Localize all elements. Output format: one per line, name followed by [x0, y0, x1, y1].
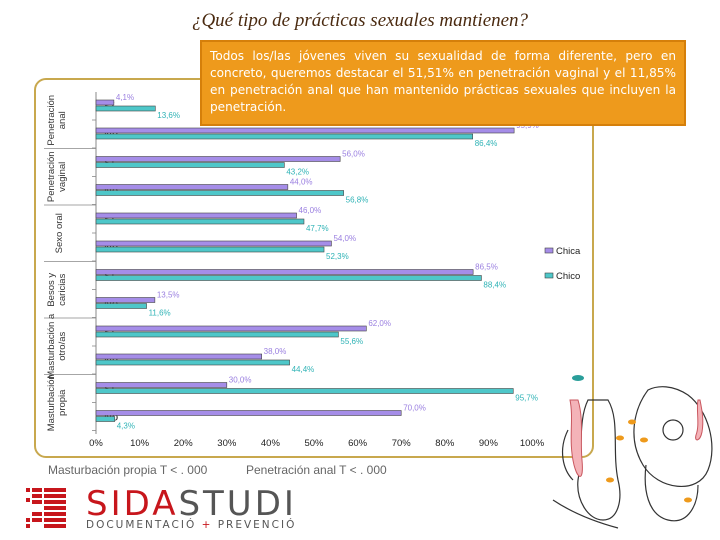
callout-text: Todos los/las jóvenes viven su sexualida…: [210, 49, 676, 114]
tagline-part-a: DOCUMENTACIÓ: [86, 519, 197, 531]
bar-chica: [95, 269, 474, 275]
legend-chico-label: Chico: [556, 271, 580, 282]
bar-chica: [95, 353, 262, 360]
bar-chica: [95, 212, 297, 219]
group-label-line: propia: [57, 389, 68, 416]
bar-chico: [95, 133, 474, 140]
group-label-line: Sexo oral: [54, 213, 65, 253]
bar-chica: [95, 297, 156, 303]
bar-chico: [95, 162, 285, 168]
bar-chico: [95, 246, 325, 253]
data-label-chica: 70,0%: [403, 404, 426, 413]
bar-chica: [95, 156, 341, 162]
data-label-chica: 54,0%: [333, 234, 356, 243]
group-label-line: anal: [57, 111, 68, 129]
group-label-line: caricias: [57, 273, 68, 305]
x-tick-label: 80%: [435, 438, 455, 449]
legend-chica-label: Chica: [556, 246, 581, 257]
x-tick-label: 20%: [174, 438, 194, 449]
data-label-chica: 38,0%: [264, 347, 287, 356]
x-tick-label: 100%: [520, 438, 545, 449]
data-label-chico: 88,4%: [483, 281, 506, 290]
brand-part-b: STUDI: [178, 484, 297, 524]
data-label-chico: 13,6%: [157, 111, 180, 120]
brand-part-a: SIDA: [86, 484, 179, 524]
bar-chico: [95, 218, 305, 225]
data-label-chico: 43,2%: [286, 168, 309, 177]
sidastudi-logo-mark: [26, 488, 66, 528]
bar-chico: [95, 190, 344, 196]
callout-box: Todos los/las jóvenes viven su sexualida…: [200, 40, 686, 126]
data-label-chico: 95,7%: [515, 394, 538, 403]
group-label: Sexo oral: [54, 213, 65, 253]
data-label-chica: 30,0%: [229, 376, 252, 385]
bar-chico: [95, 359, 290, 366]
bar-chica: [95, 410, 402, 416]
bar-chico: [95, 105, 156, 112]
group-label: Masturbaciónpropia: [46, 374, 68, 431]
group-label-line: Penetración: [46, 95, 57, 146]
x-tick-label: 50%: [304, 438, 324, 449]
group-label-line: Masturbación a: [46, 313, 57, 379]
bar-chica: [95, 127, 515, 134]
group-label: Besos ycaricias: [46, 273, 68, 307]
data-label-chica: 56,0%: [342, 150, 365, 159]
legend-chico-swatch: [544, 272, 554, 279]
x-tick-label: 10%: [130, 438, 150, 449]
data-label-chica: 13,5%: [157, 291, 180, 300]
group-label-line: Masturbación: [46, 374, 57, 431]
bar-chica: [95, 382, 228, 388]
data-label-chica: 44,0%: [290, 178, 313, 187]
x-tick-label: 90%: [479, 438, 499, 449]
bar-chico: [95, 388, 514, 394]
x-tick-label: 0%: [89, 438, 103, 449]
group-label: Masturbación aotro/as: [46, 313, 68, 379]
tagline-separator: +: [201, 519, 213, 531]
bar-chico: [95, 331, 339, 338]
x-tick-label: 30%: [217, 438, 237, 449]
group-label: Penetraciónanal: [46, 95, 68, 146]
data-label-chica: 4,1%: [116, 93, 134, 102]
data-label-chico: 55,6%: [340, 337, 363, 346]
bar-chica: [95, 240, 332, 247]
data-label-chico: 86,4%: [475, 139, 498, 148]
brand-tagline: DOCUMENTACIÓ + PREVENCIÓ: [86, 519, 296, 531]
x-tick-label: 40%: [261, 438, 281, 449]
bar-chica: [95, 99, 115, 106]
tagline-part-b: PREVENCIÓ: [217, 519, 297, 531]
bar-chico: [95, 275, 482, 281]
brand-wordmark: SIDASTUDI: [86, 484, 297, 524]
group-label: Penetraciónvaginal: [46, 151, 68, 202]
data-label-chica: 62,0%: [368, 319, 391, 328]
bar-chico: [95, 416, 116, 422]
footnote-masturbacion-propia: Masturbación propia T < . 000: [48, 463, 208, 477]
data-label-chico: 44,4%: [292, 365, 315, 374]
data-label-chica: 46,0%: [299, 206, 322, 215]
data-label-chico: 4,3%: [117, 422, 135, 431]
bar-chica: [95, 184, 289, 190]
data-label-chico: 56,8%: [346, 196, 369, 205]
bar-chico: [95, 303, 147, 309]
x-tick-label: 70%: [392, 438, 412, 449]
x-tick-label: 60%: [348, 438, 368, 449]
legend-chica-swatch: [544, 247, 554, 254]
data-label-chico: 47,7%: [306, 224, 329, 233]
data-label-chico: 52,3%: [326, 252, 349, 261]
bar-chica: [95, 325, 367, 332]
group-label-line: vaginal: [57, 162, 68, 192]
group-label-line: Besos y: [46, 273, 57, 307]
group-label-line: otro/as: [57, 331, 68, 360]
page-title: ¿Qué tipo de prácticas sexuales mantiene…: [191, 10, 529, 31]
footnote-penetracion-anal: Penetración anal T < . 000: [246, 463, 387, 477]
data-label-chica: 86,5%: [475, 263, 498, 272]
decorative-illustration: [552, 375, 713, 529]
group-label-line: Penetración: [46, 151, 57, 202]
data-label-chico: 11,6%: [149, 309, 171, 318]
